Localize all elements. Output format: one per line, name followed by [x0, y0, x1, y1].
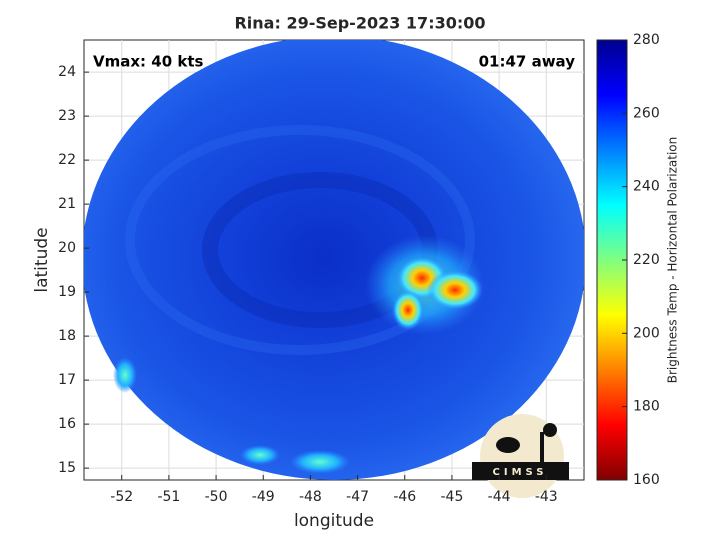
swath: [84, 40, 584, 480]
swirl: [125, 125, 475, 355]
x-tick-label: -46: [393, 489, 416, 505]
x-tick-label: -49: [252, 489, 275, 505]
y-tick-label: 20: [58, 240, 76, 256]
y-tick-label: 21: [58, 196, 76, 212]
convection: [427, 270, 483, 310]
y-tick-label: 23: [58, 108, 76, 124]
x-tick-label: -48: [299, 489, 322, 505]
x-tick-label: -44: [488, 489, 511, 505]
x-tick-label: -47: [346, 489, 369, 505]
x-tick-label: -43: [535, 489, 558, 505]
colorbar-label: Brightness Temp - Horizontal Polarizatio…: [666, 137, 680, 384]
chart-title: Rina: 29-Sep-2023 17:30:00: [234, 14, 485, 33]
x-tick-label: -52: [110, 489, 133, 505]
y-tick-label: 15: [58, 460, 76, 476]
convection: [113, 357, 137, 393]
x-tick-label: -45: [440, 489, 463, 505]
logo-text: CIMSS: [493, 467, 548, 478]
colorbar-tick-label: 220: [633, 252, 660, 268]
convection: [240, 445, 280, 465]
y-tick-label: 17: [58, 372, 76, 388]
colorbar-tick-label: 200: [633, 325, 660, 341]
colorbar-tick-label: 180: [633, 399, 660, 415]
y-tick-label: 24: [58, 64, 76, 80]
x-axis-label: longitude: [294, 511, 374, 531]
y-tick-label: 19: [58, 284, 76, 300]
colorbar-tick-label: 260: [633, 105, 660, 121]
x-tick-label: -50: [205, 489, 228, 505]
convection: [290, 450, 350, 474]
y-tick-label: 22: [58, 152, 76, 168]
y-tick-label: 16: [58, 416, 76, 432]
logo: CIMSS: [472, 414, 569, 498]
colorbar-tick-label: 160: [633, 472, 660, 488]
x-tick-label: -51: [157, 489, 180, 505]
annotation: 01:47 away: [479, 53, 576, 71]
y-tick-label: 18: [58, 328, 76, 344]
convection: [392, 290, 424, 330]
colorbar-tick-label: 240: [633, 179, 660, 195]
image: [84, 40, 584, 480]
y-axis-label: latitude: [32, 227, 52, 292]
annotation: Vmax: 40 kts: [93, 53, 203, 71]
colorbar-tick-label: 280: [633, 32, 660, 48]
